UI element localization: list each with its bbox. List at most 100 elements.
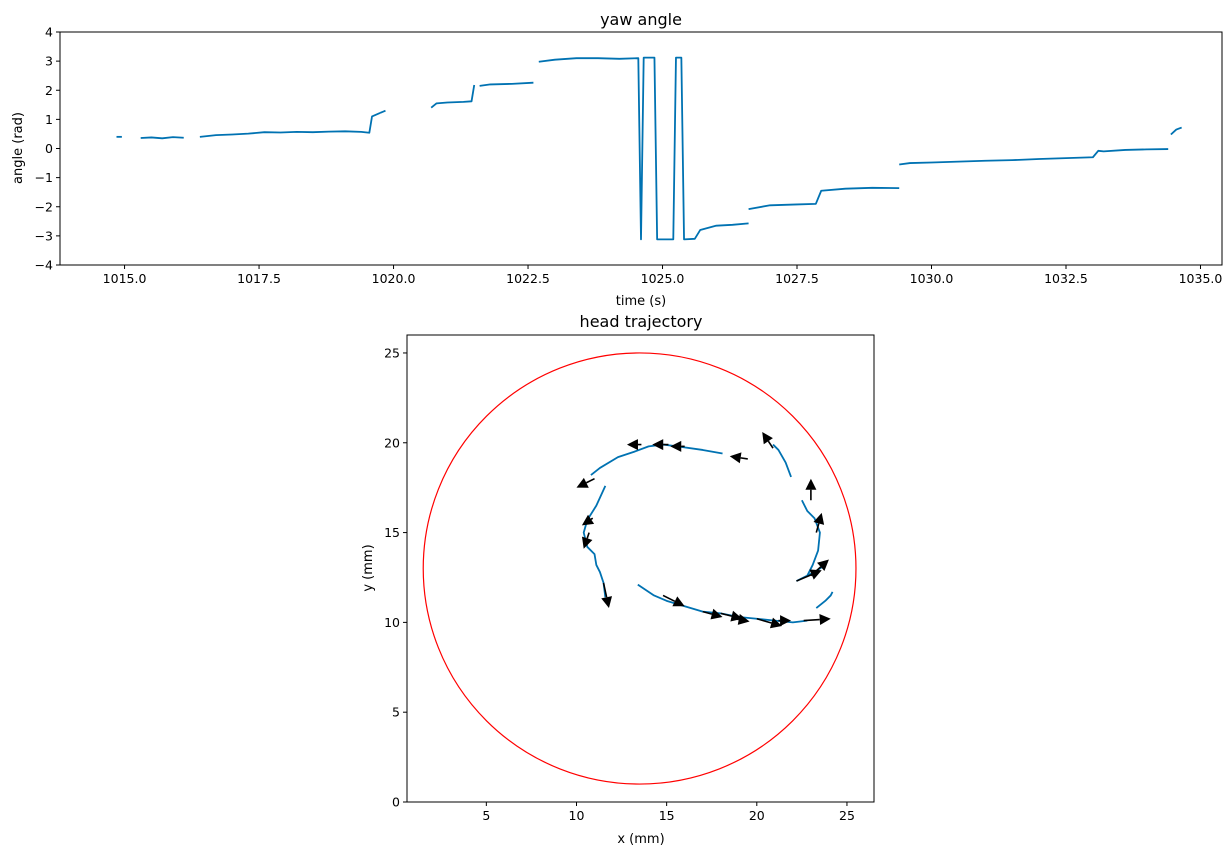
heading-arrow-head <box>817 559 829 571</box>
yaw-angle-plot-area <box>116 56 1182 241</box>
heading-arrow <box>805 478 817 501</box>
x-tick-label: 10 <box>569 808 585 823</box>
head-trajectory-plot-area <box>422 352 857 785</box>
y-tick-label: −1 <box>35 170 53 185</box>
heading-arrow-shaft <box>803 618 820 622</box>
heading-arrow <box>729 452 748 464</box>
trajectory-line <box>772 443 792 478</box>
heading-arrow <box>652 439 669 451</box>
heading-arrow <box>702 608 723 620</box>
x-tick-label: 15 <box>659 808 675 823</box>
head-trajectory-axes: head trajectory 5 10 15 20 25 0 5 10 15 20 25 x (… <box>361 312 875 847</box>
y-tick-label: 0 <box>45 141 53 156</box>
heading-arrow <box>803 614 831 626</box>
y-tick-label: 0 <box>392 795 400 810</box>
x-tick-label: 1027.5 <box>775 271 819 286</box>
heading-arrow-shaft <box>735 618 739 621</box>
head-trajectory-frame <box>406 334 875 803</box>
x-tick-label: 1020.0 <box>372 271 416 286</box>
heading-arrow-shaft <box>585 477 595 484</box>
heading-arrow <box>581 532 593 549</box>
heading-arrow-shaft <box>796 573 812 582</box>
heading-arrow-shaft <box>720 612 732 617</box>
heading-arrow-shaft <box>815 523 820 533</box>
heading-arrow-shaft <box>590 517 594 520</box>
heading-arrow-head <box>805 478 817 490</box>
yaw-series-line <box>199 112 381 138</box>
heading-arrow <box>813 512 825 533</box>
head-trajectory-x-axis-label: x (mm) <box>617 832 664 847</box>
y-tick-label: 3 <box>45 54 53 69</box>
heading-arrow-head <box>581 514 595 526</box>
heading-arrow <box>796 569 822 582</box>
trajectory-line <box>815 591 834 609</box>
heading-arrow-head <box>710 608 723 620</box>
heading-arrow <box>735 614 750 625</box>
heading-arrow <box>670 440 685 452</box>
x-tick-label: 1035.0 <box>1179 271 1223 286</box>
head-trajectory-x-ticks: 5 10 15 20 25 <box>482 802 855 823</box>
yaw-angle-y-axis-label: angle (rad) <box>11 112 26 184</box>
heading-arrow-head <box>670 440 682 452</box>
yaw-series-line <box>899 148 1169 166</box>
yaw-series-line <box>379 109 386 114</box>
heading-arrow <box>810 559 829 577</box>
yaw-series-line <box>1170 126 1182 136</box>
heading-arrow-shaft <box>602 582 608 598</box>
heading-arrow-head <box>737 614 750 625</box>
yaw-series-line <box>538 56 749 241</box>
heading-arrow-shaft <box>702 610 713 615</box>
yaw-series-line <box>140 136 184 140</box>
y-tick-label: 10 <box>384 615 400 630</box>
heading-arrow-shaft <box>810 566 822 577</box>
y-tick-label: −2 <box>35 199 53 214</box>
yaw-angle-x-axis-label: time (s) <box>616 294 666 309</box>
heading-arrow <box>756 617 783 629</box>
head-trajectory-title: head trajectory <box>580 312 703 331</box>
heading-arrow <box>581 514 595 526</box>
yaw-series-line <box>748 186 900 210</box>
heading-arrow-shaft <box>767 440 774 449</box>
y-tick-label: −3 <box>35 228 53 243</box>
heading-arrow-head <box>762 431 773 445</box>
x-tick-label: 1032.5 <box>1044 271 1088 286</box>
y-tick-label: 4 <box>45 25 53 40</box>
heading-arrow-head <box>576 477 589 488</box>
x-tick-label: 20 <box>749 808 765 823</box>
yaw-series-line <box>430 84 476 109</box>
x-tick-label: 1022.5 <box>506 271 550 286</box>
x-tick-label: 1015.0 <box>103 271 147 286</box>
y-tick-label: 5 <box>392 705 400 720</box>
heading-arrow-shaft <box>740 457 748 460</box>
heading-arrow-head <box>813 512 825 525</box>
x-tick-label: 1030.0 <box>910 271 954 286</box>
trajectory-line <box>582 485 607 598</box>
heading-arrow <box>601 582 613 609</box>
heading-arrow-head <box>769 617 783 629</box>
x-tick-label: 1017.5 <box>237 271 281 286</box>
yaw-series-line <box>479 81 534 87</box>
yaw-angle-title: yaw angle <box>600 10 682 29</box>
arena-circle <box>422 352 857 785</box>
heading-arrow-head <box>581 536 593 549</box>
heading-arrow-head <box>652 439 664 451</box>
heading-arrow-head <box>819 614 831 626</box>
heading-arrow-shaft <box>662 594 676 603</box>
y-tick-label: 25 <box>384 345 400 360</box>
trajectory-line <box>590 443 723 476</box>
y-tick-label: 15 <box>384 525 400 540</box>
heading-arrow <box>626 439 642 451</box>
y-tick-label: −4 <box>35 258 53 273</box>
x-tick-label: 5 <box>482 808 490 823</box>
y-tick-label: 20 <box>384 435 400 450</box>
heading-arrow-shaft <box>586 532 590 539</box>
yaw-angle-axes: yaw angle 1015.0 1017.5 1020.0 1022.5 1025.0… <box>11 10 1223 309</box>
heading-arrow-head <box>672 596 685 607</box>
yaw-angle-y-ticks: −4 −3 −2 −1 0 1 2 3 4 <box>35 25 60 273</box>
yaw-angle-x-ticks: 1015.0 1017.5 1020.0 1022.5 1025.0 1027.5 1030… <box>103 265 1223 286</box>
x-tick-label: 1025.0 <box>641 271 685 286</box>
heading-arrow-head <box>780 615 792 627</box>
heading-arrow-head <box>626 439 638 451</box>
head-trajectory-y-axis-label: y (mm) <box>361 544 376 591</box>
